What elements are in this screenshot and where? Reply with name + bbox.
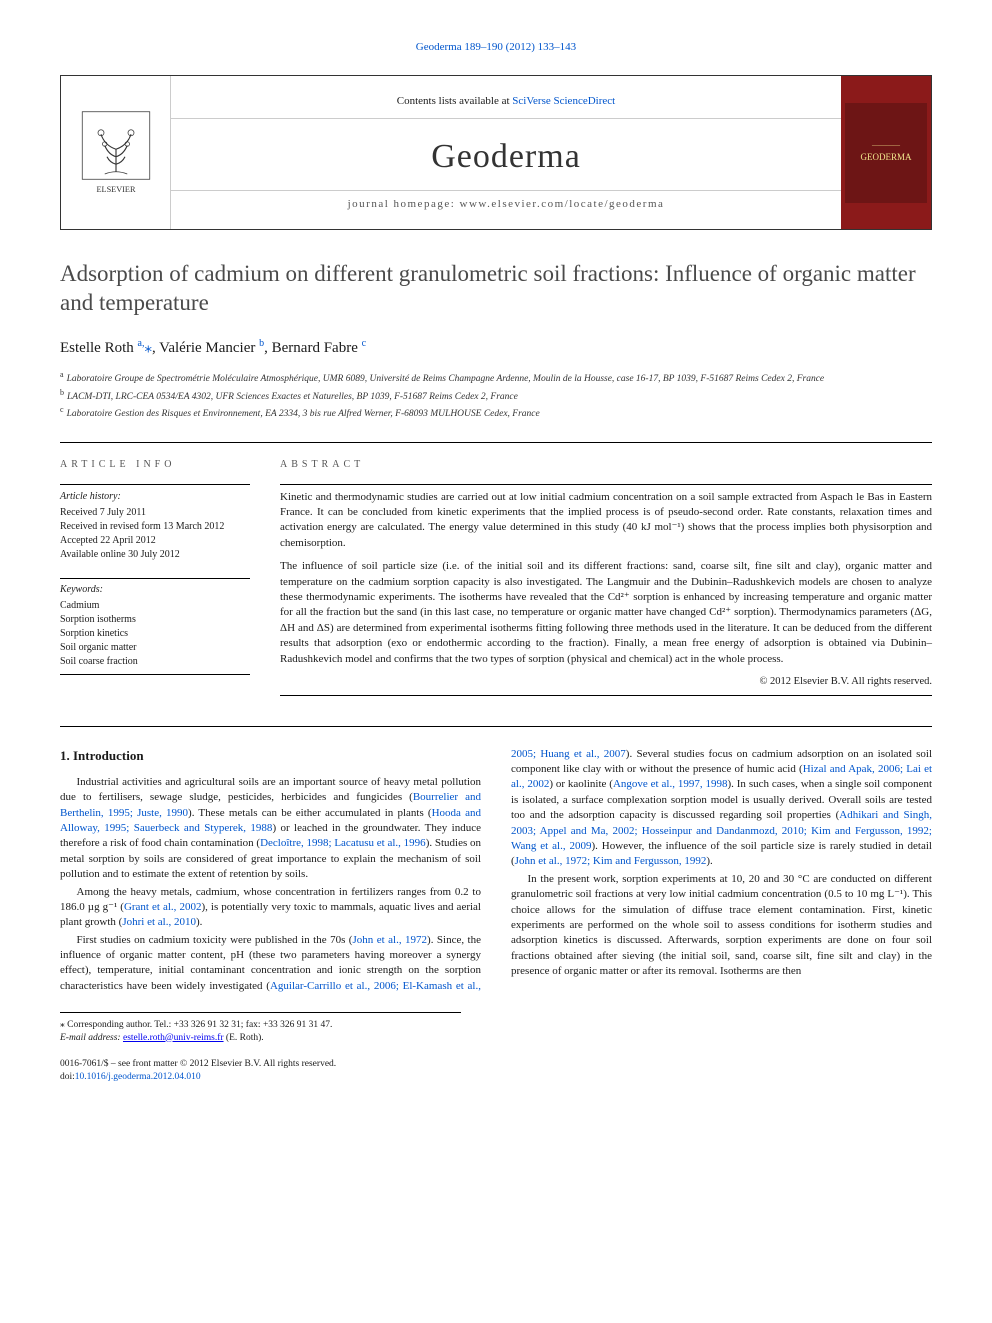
corresponding-author-star[interactable]: ⁎ bbox=[144, 340, 152, 356]
cover-top-text: ———— bbox=[872, 141, 900, 151]
ref-link[interactable]: Johri et al., 2010 bbox=[122, 916, 196, 928]
journal-homepage: journal homepage: www.elsevier.com/locat… bbox=[171, 190, 841, 218]
publisher-name: ELSEVIER bbox=[96, 185, 135, 194]
divider bbox=[60, 484, 250, 485]
contents-text: Contents lists available at bbox=[397, 95, 512, 107]
article-title: Adsorption of cadmium on different granu… bbox=[60, 260, 932, 318]
section-1-heading: 1. Introduction bbox=[60, 747, 481, 765]
affiliation-c: cLaboratoire Gestion des Risques et Envi… bbox=[60, 404, 932, 421]
ref-link[interactable]: John et al., 1972 bbox=[352, 934, 427, 946]
history-heading: Article history: bbox=[60, 490, 250, 504]
author-2: , Valérie Mancier bbox=[152, 340, 259, 356]
abstract-col: abstract Kinetic and thermodynamic studi… bbox=[280, 458, 932, 701]
intro-p4: In the present work, sorption experiment… bbox=[511, 872, 932, 980]
abstract-copyright: © 2012 Elsevier B.V. All rights reserved… bbox=[280, 675, 932, 690]
article-info-heading: article info bbox=[60, 458, 250, 472]
history-revised: Received in revised form 13 March 2012 bbox=[60, 520, 250, 534]
keyword-2: Sorption isotherms bbox=[60, 613, 250, 627]
journal-cover-thumb: ———— GEODERMA bbox=[845, 103, 927, 203]
publisher-logo-box: ELSEVIER bbox=[61, 76, 171, 228]
journal-name: Geoderma bbox=[171, 119, 841, 191]
cover-main-text: GEODERMA bbox=[861, 151, 912, 164]
corr-author-email-line: E-mail address: estelle.roth@univ-reims.… bbox=[60, 1032, 461, 1044]
author-list: Estelle Roth a,⁎, Valérie Mancier b, Ber… bbox=[60, 337, 932, 359]
author-3-aff-link[interactable]: c bbox=[362, 340, 366, 356]
journal-header: ELSEVIER Contents lists available at Sci… bbox=[60, 75, 932, 229]
sciencedirect-link[interactable]: SciVerse ScienceDirect bbox=[512, 95, 615, 107]
journal-cover-box: ———— GEODERMA bbox=[841, 76, 931, 228]
author-3: , Bernard Fabre bbox=[264, 340, 361, 356]
email-who: (E. Roth). bbox=[224, 1033, 264, 1043]
affiliation-b: bLACM-DTI, LRC-CEA 0534/EA 4302, UFR Sci… bbox=[60, 387, 932, 404]
footer-bottom: 0016-7061/$ – see front matter © 2012 El… bbox=[60, 1058, 932, 1085]
ref-link[interactable]: Decloître, 1998; Lacatusu et al., 1996 bbox=[260, 837, 426, 849]
article-info-col: article info Article history: Received 7… bbox=[60, 458, 250, 701]
email-label: E-mail address: bbox=[60, 1033, 121, 1043]
contents-list-line: Contents lists available at SciVerse Sci… bbox=[171, 86, 841, 118]
header-center: Contents lists available at SciVerse Sci… bbox=[171, 76, 841, 228]
keyword-5: Soil coarse fraction bbox=[60, 655, 250, 669]
intro-p2: Among the heavy metals, cadmium, whose c… bbox=[60, 885, 481, 931]
history-online: Available online 30 July 2012 bbox=[60, 548, 250, 562]
info-abstract-row: article info Article history: Received 7… bbox=[60, 442, 932, 701]
abstract-p1: Kinetic and thermodynamic studies are ca… bbox=[280, 490, 932, 552]
email-link[interactable]: estelle.roth@univ-reims.fr bbox=[123, 1033, 224, 1043]
divider bbox=[280, 484, 932, 485]
history-received: Received 7 July 2011 bbox=[60, 506, 250, 520]
divider bbox=[60, 674, 250, 675]
issn-line: 0016-7061/$ – see front matter © 2012 El… bbox=[60, 1058, 336, 1071]
ref-link[interactable]: Angove et al., 1997, 1998 bbox=[613, 778, 728, 790]
author-1: Estelle Roth bbox=[60, 340, 134, 356]
article-body: 1. Introduction Industrial activities an… bbox=[60, 726, 932, 995]
affiliation-a: aLaboratoire Groupe de Spectrométrie Mol… bbox=[60, 369, 932, 386]
ref-link[interactable]: John et al., 1972; Kim and Fergusson, 19… bbox=[515, 855, 707, 867]
citation-line: Geoderma 189–190 (2012) 133–143 bbox=[60, 40, 932, 55]
intro-p1: Industrial activities and agricultural s… bbox=[60, 775, 481, 883]
ref-link[interactable]: Grant et al., 2002 bbox=[124, 901, 202, 913]
affiliations: aLaboratoire Groupe de Spectrométrie Mol… bbox=[60, 369, 932, 421]
footer-left-block: 0016-7061/$ – see front matter © 2012 El… bbox=[60, 1058, 336, 1085]
keywords-heading: Keywords: bbox=[60, 578, 250, 597]
divider bbox=[280, 695, 932, 696]
corr-author-contact: ⁎ Corresponding author. Tel.: +33 326 91… bbox=[60, 1019, 461, 1031]
corresponding-footnote: ⁎ Corresponding author. Tel.: +33 326 91… bbox=[60, 1012, 461, 1044]
keyword-4: Soil organic matter bbox=[60, 641, 250, 655]
citation-link[interactable]: Geoderma 189–190 (2012) 133–143 bbox=[416, 41, 576, 53]
history-accepted: Accepted 22 April 2012 bbox=[60, 534, 250, 548]
abstract-p2: The influence of soil particle size (i.e… bbox=[280, 559, 932, 667]
abstract-heading: abstract bbox=[280, 458, 932, 472]
doi-line: doi:10.1016/j.geoderma.2012.04.010 bbox=[60, 1071, 336, 1084]
doi-link[interactable]: 10.1016/j.geoderma.2012.04.010 bbox=[75, 1072, 201, 1082]
keyword-1: Cadmium bbox=[60, 599, 250, 613]
elsevier-tree-icon: ELSEVIER bbox=[71, 108, 161, 198]
keyword-3: Sorption kinetics bbox=[60, 627, 250, 641]
